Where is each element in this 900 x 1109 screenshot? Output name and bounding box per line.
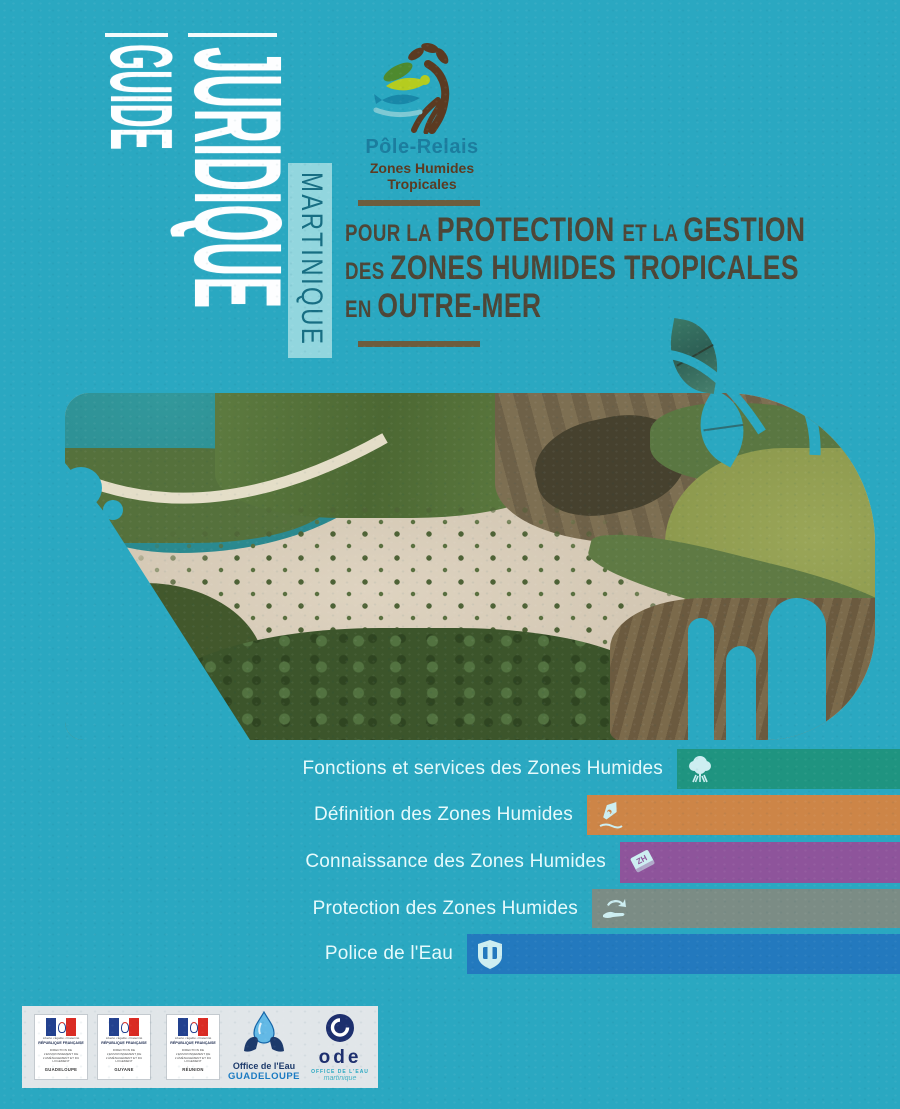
page-title: POUR LA PROTECTION ET LA GESTION DES ZON… xyxy=(345,211,805,325)
pole-relais-logo: Pôle-Relais Zones Humides Tropicales xyxy=(352,42,492,192)
aerial-wetland-photo xyxy=(65,393,875,740)
french-flag-icon xyxy=(46,1018,76,1036)
photo-overlay-shapes xyxy=(65,393,821,740)
office-eau-guadeloupe-logo: Office de l'Eau GUADELOUPE xyxy=(224,1010,304,1082)
deal-direction: Direction de l'Environnement de l'Aménag… xyxy=(42,1047,80,1064)
deal-motto: Liberté • Égalité • Fraternité xyxy=(42,1036,80,1040)
deal-direction: Direction de l'Environnement de l'Aménag… xyxy=(174,1047,212,1064)
leaf-stem-swoosh xyxy=(609,349,766,435)
region-label: MARTINIQUE xyxy=(295,172,328,347)
deal-region: RÉUNION xyxy=(182,1067,204,1073)
deal-motto: Liberté • Égalité • Fraternité xyxy=(174,1036,212,1040)
beach-arc xyxy=(77,433,388,504)
deal-republic: RÉPUBLIQUE FRANÇAISE xyxy=(101,1040,147,1045)
office-eau-region: GUADELOUPE xyxy=(227,1071,301,1082)
water-drop-hands-icon xyxy=(244,1010,284,1052)
photo-mangrove-band xyxy=(155,628,655,740)
pen-nib-icon xyxy=(599,801,623,829)
section-band-definition xyxy=(587,795,900,835)
section-band-police xyxy=(467,934,900,974)
section-label-police: Police de l'Eau xyxy=(324,943,453,964)
title-rule-top xyxy=(358,200,480,206)
deal-republic: RÉPUBLIQUE FRANÇAISE xyxy=(38,1040,84,1045)
title-line-3: EN OUTRE-MER xyxy=(345,287,542,325)
masthead-rule-guide xyxy=(105,33,168,37)
deal-republic: RÉPUBLIQUE FRANÇAISE xyxy=(170,1040,216,1045)
ode-swirl-icon xyxy=(326,1014,354,1042)
french-flag-icon xyxy=(178,1018,208,1036)
french-flag-icon xyxy=(109,1018,139,1036)
mangrove-tree-icon xyxy=(689,756,711,783)
deal-logo-guadeloupe: Liberté • Égalité • Fraternité RÉPUBLIQU… xyxy=(34,1014,88,1080)
office-eau-name: Office de l'Eau xyxy=(232,1061,296,1071)
pole-relais-name: Pôle-Relais xyxy=(365,136,479,158)
bottom-bar-cutout-1 xyxy=(688,618,714,740)
region-band xyxy=(288,163,332,358)
footer-logo-panel: Liberté • Égalité • Fraternité RÉPUBLIQU… xyxy=(22,1006,378,1088)
section-band-fonctions xyxy=(677,749,900,789)
section-band-connaissance: ZH xyxy=(620,842,900,883)
deal-motto: Liberté • Égalité • Fraternité xyxy=(105,1036,143,1040)
title-rule-bottom xyxy=(358,341,480,347)
shield-icon xyxy=(478,940,502,969)
pole-relais-line2: Zones Humides xyxy=(369,160,475,176)
ode-martinique-logo: ode OFFICE DE L'EAU martinique xyxy=(306,1013,374,1082)
deal-direction: Direction de l'Environnement de l'Aménag… xyxy=(105,1047,143,1064)
masthead-juridique: JURIDIQUE xyxy=(168,47,306,309)
ode-office-label: OFFICE DE L'EAU xyxy=(311,1069,369,1075)
section-label-definition: Définition des Zones Humides xyxy=(313,804,573,825)
title-line-2: DES ZONES HUMIDES TROPICALES xyxy=(345,249,799,287)
section-band-protection xyxy=(592,889,900,928)
bottom-bar-cutout-2 xyxy=(726,646,756,740)
deal-region: GUYANE xyxy=(114,1067,134,1073)
deal-region: GUADELOUPE xyxy=(44,1067,78,1073)
title-line-1: POUR LA PROTECTION ET LA GESTION xyxy=(345,211,806,249)
hands-exchange-icon xyxy=(603,899,626,918)
left-edge-blob-cutout xyxy=(65,463,250,740)
ode-acronym: ode xyxy=(318,1047,362,1068)
deal-logo-guyane: Liberté • Égalité • Fraternité RÉPUBLIQU… xyxy=(97,1014,151,1080)
bottom-bar-cutout-3 xyxy=(768,598,826,740)
masthead-rule-juridique xyxy=(188,33,277,37)
section-label-connaissance: Connaissance des Zones Humides xyxy=(305,851,606,872)
deal-logo-reunion: Liberté • Égalité • Fraternité RÉPUBLIQU… xyxy=(166,1014,220,1080)
corner-arc-cutout xyxy=(795,393,821,456)
section-label-fonctions: Fonctions et services des Zones Humides xyxy=(302,758,663,779)
ode-region-label: martinique xyxy=(323,1075,357,1082)
section-label-protection: Protection des Zones Humides xyxy=(312,898,578,919)
pole-relais-logo-graphic xyxy=(373,43,450,134)
notebook-icon: ZH xyxy=(630,850,655,873)
pole-relais-line3: Tropicales xyxy=(387,176,457,192)
